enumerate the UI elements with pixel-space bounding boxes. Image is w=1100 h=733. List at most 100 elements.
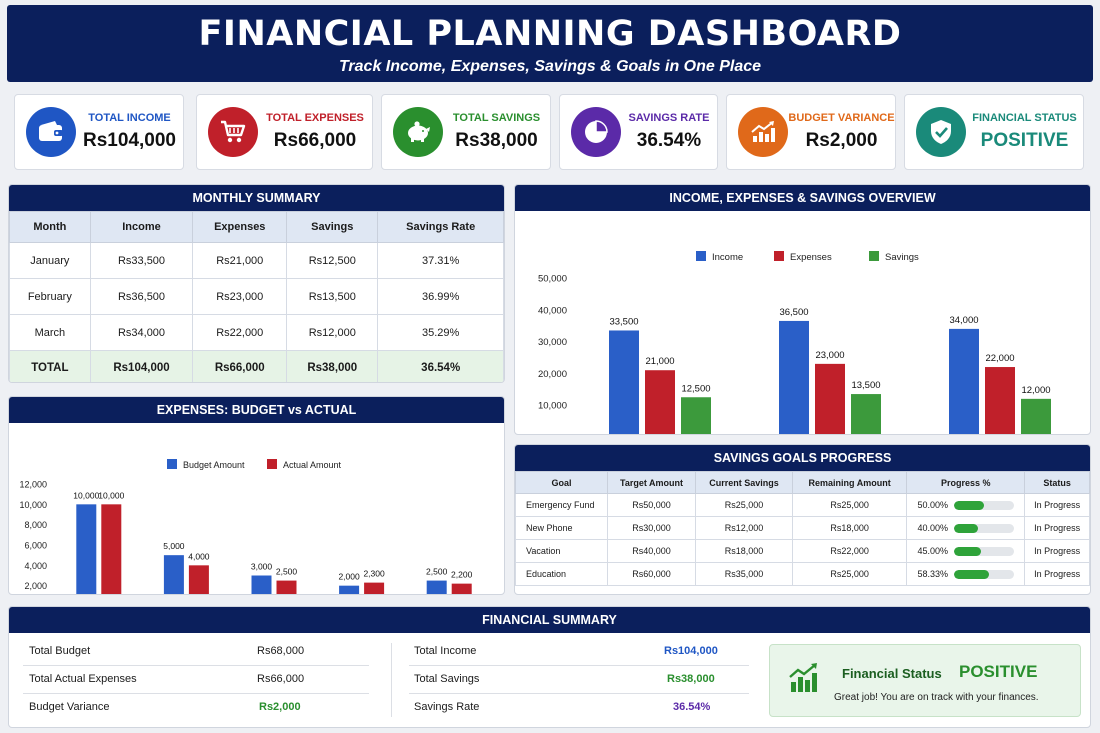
y-tick-label: 8,000 xyxy=(24,520,47,530)
bar-savings xyxy=(681,397,711,434)
bar-budget-amount xyxy=(339,585,360,594)
table-cell: Education xyxy=(515,562,608,586)
divider xyxy=(391,643,392,717)
table-cell: 36.99% xyxy=(377,278,504,315)
table-cell: Rs12,000 xyxy=(286,314,379,351)
table-cell: Rs25,000 xyxy=(791,493,908,517)
data-label: 2,500 xyxy=(426,567,448,577)
panel-title: INCOME, EXPENSES & SAVINGS OVERVIEW xyxy=(515,185,1090,211)
divider xyxy=(23,665,369,666)
data-label: 13,500 xyxy=(851,380,880,391)
summary-value: Rs68,000 xyxy=(257,645,305,657)
panel-title: EXPENSES: BUDGET vs ACTUAL xyxy=(9,397,504,423)
summary-label: Budget Variance xyxy=(29,701,110,713)
piggy-bank-icon xyxy=(393,107,443,157)
progress-bar xyxy=(954,501,1015,511)
table-cell: Rs25,000 xyxy=(791,562,908,586)
table-cell: February xyxy=(9,278,91,315)
column-header: Goal xyxy=(515,471,608,494)
data-label: 12,500 xyxy=(681,383,710,394)
trend-up-icon xyxy=(738,107,788,157)
summary-value: Rs104,000 xyxy=(664,645,718,657)
summary-label: Total Income xyxy=(414,645,477,657)
summary-value: Rs2,000 xyxy=(259,701,301,713)
kpi-value: Rs66,000 xyxy=(273,130,357,151)
progress-bar xyxy=(954,524,1015,534)
column-header: Income xyxy=(89,211,194,243)
legend-label: Budget Amount xyxy=(183,460,245,470)
legend-label: Savings xyxy=(885,252,919,263)
bar-budget-amount xyxy=(163,555,184,594)
data-label: 10,000 xyxy=(98,490,124,500)
data-label: 12,000 xyxy=(1021,385,1050,396)
pie-chart-icon xyxy=(571,107,621,157)
kpi-label: SAVINGS RATE xyxy=(628,112,710,124)
bar-savings xyxy=(851,394,881,434)
table-cell: Rs12,000 xyxy=(694,516,793,540)
column-header: Current Savings xyxy=(694,471,793,494)
table-cell: Rs66,000 xyxy=(192,350,288,382)
table-row: Emergency Fund Rs50,000 Rs25,000 Rs25,000 50… xyxy=(515,493,1090,517)
table-cell: March xyxy=(9,314,91,351)
status-cell: In Progress xyxy=(1024,562,1090,586)
y-tick-label: 50,000 xyxy=(538,274,567,285)
savings-goals-panel: SAVINGS GOALS PROGRESS Goal Target Amoun… xyxy=(514,444,1091,595)
table-cell: Emergency Fund xyxy=(515,493,608,517)
table-row: Education Rs60,000 Rs35,000 Rs25,000 58.33% I… xyxy=(515,562,1090,586)
table-row: January Rs33,500 Rs21,000 Rs12,500 37.31… xyxy=(9,242,504,279)
status-value: POSITIVE xyxy=(959,662,1038,681)
kpi-card-financial-status: FINANCIAL STATUS POSITIVE xyxy=(904,94,1084,170)
table-cell: Rs60,000 xyxy=(607,562,696,586)
bar-income xyxy=(779,320,809,434)
table-cell: TOTAL xyxy=(9,350,91,382)
data-label: 3,000 xyxy=(251,562,273,572)
data-label: 4,000 xyxy=(188,551,210,561)
y-tick-label: 12,000 xyxy=(19,480,47,490)
kpi-label: FINANCIAL STATUS xyxy=(972,112,1077,124)
table-cell: January xyxy=(9,242,91,279)
financial-status-card: Financial Status POSITIVE Great job! You… xyxy=(769,644,1081,717)
overview-chart-panel: INCOME, EXPENSES & SAVINGS OVERVIEW 0 10,… xyxy=(514,184,1091,435)
legend-swatch xyxy=(167,459,177,469)
bar-budget-amount xyxy=(76,504,97,594)
status-label: Financial Status xyxy=(842,666,942,681)
column-header: Savings xyxy=(286,211,379,243)
legend-label: Income xyxy=(712,252,743,263)
table-cell: 36.54% xyxy=(377,350,504,382)
bar-actual-amount xyxy=(188,565,209,594)
summary-value: Rs66,000 xyxy=(257,673,305,685)
legend-swatch xyxy=(267,459,277,469)
table-cell: Rs13,500 xyxy=(286,278,379,315)
data-label: 21,000 xyxy=(645,356,674,367)
table-cell: Rs104,000 xyxy=(89,350,194,382)
monthly-summary-panel: MONTHLY SUMMARY Month Income Expenses Sa… xyxy=(8,184,505,383)
progress-bar-fill xyxy=(954,547,982,557)
kpi-card-total-income: TOTAL INCOME Rs104,000 xyxy=(14,94,184,170)
table-cell: 35.29% xyxy=(377,314,504,351)
status-cell: In Progress xyxy=(1024,539,1090,563)
y-tick-label: 30,000 xyxy=(538,337,567,348)
legend-label: Expenses xyxy=(790,252,832,263)
shield-check-icon xyxy=(916,107,966,157)
progress-percent: 50.00% xyxy=(917,499,949,510)
progress-cell: 45.00% xyxy=(906,539,1026,563)
bar-income xyxy=(609,330,639,434)
divider xyxy=(23,693,369,694)
summary-value: 36.54% xyxy=(673,701,711,713)
data-label: 5,000 xyxy=(163,541,185,551)
growth-chart-icon xyxy=(788,662,820,699)
kpi-value: Rs104,000 xyxy=(83,130,176,151)
table-cell: Rs12,500 xyxy=(286,242,379,279)
legend-swatch xyxy=(869,251,879,261)
kpi-value: POSITIVE xyxy=(980,130,1069,151)
data-label: 2,000 xyxy=(338,572,360,582)
divider xyxy=(409,693,749,694)
overview-bar-chart: 0 10,000 20,000 30,000 40,000 50,000 Income Exp… xyxy=(538,251,1051,434)
data-label: 36,500 xyxy=(779,307,808,318)
bar-budget-amount xyxy=(251,575,272,594)
column-header: Expenses xyxy=(192,211,288,243)
table-cell: Rs22,000 xyxy=(192,314,288,351)
data-label: 23,000 xyxy=(815,350,844,361)
data-label: 2,500 xyxy=(276,567,298,577)
table-row: February Rs36,500 Rs23,000 Rs13,500 36.9… xyxy=(9,278,504,315)
